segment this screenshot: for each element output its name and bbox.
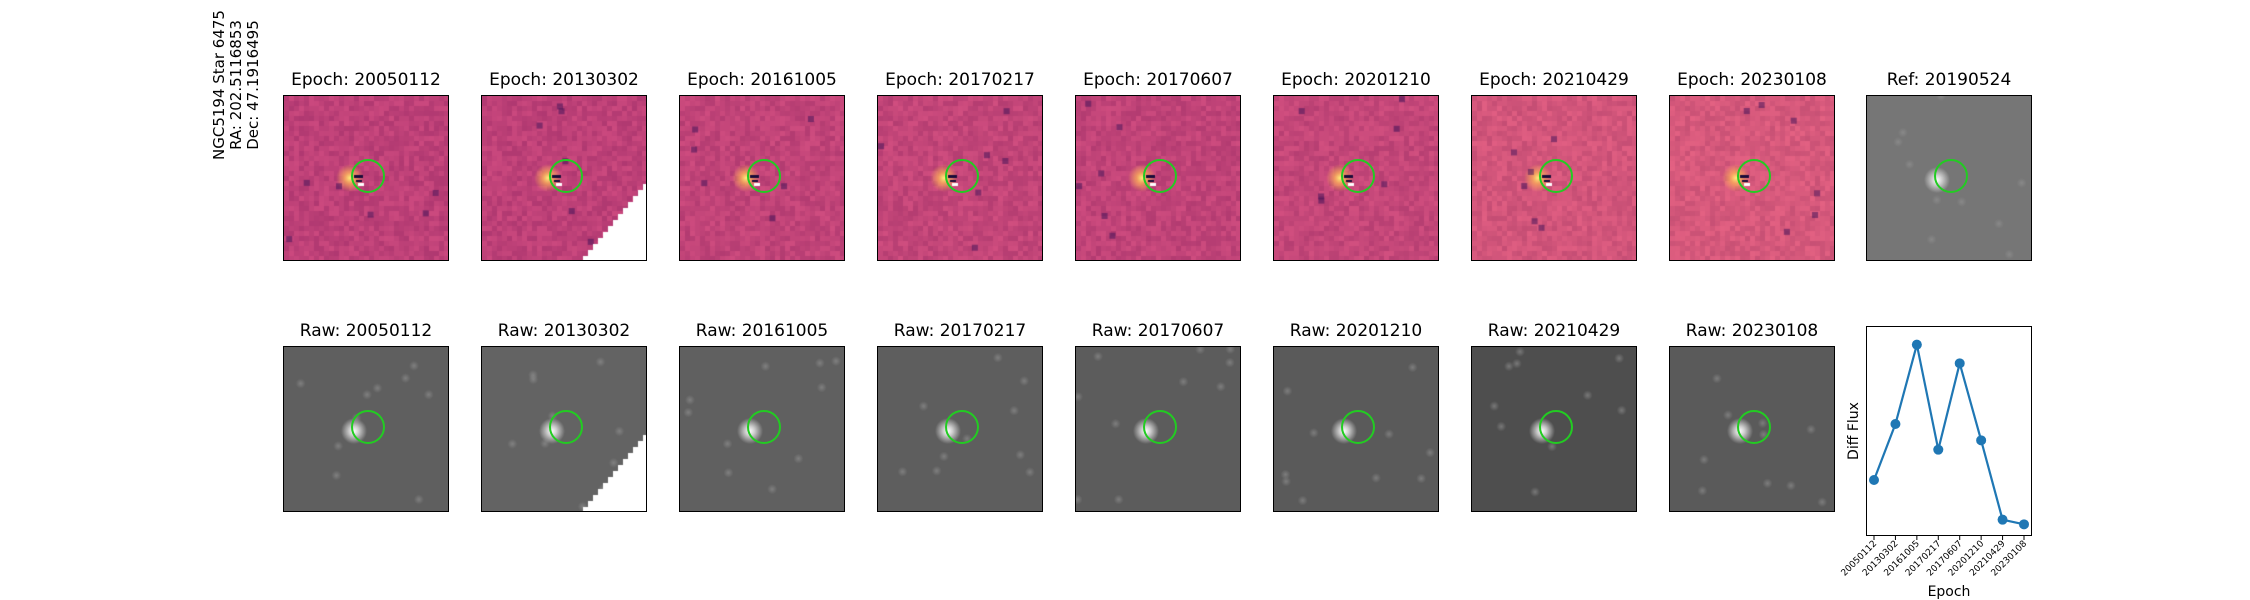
diff-flux-point <box>1869 475 1879 485</box>
diff-flux-point <box>1933 444 1944 455</box>
diff-title-5: Epoch: 20201210 <box>1281 70 1431 90</box>
side-label-dec: Dec: 47.1916495 <box>244 20 262 150</box>
diff-title-1: Epoch: 20130302 <box>489 70 639 90</box>
side-label-ra: RA: 202.5116853 <box>227 20 245 150</box>
diff-title-4: Epoch: 20170607 <box>1083 70 1233 90</box>
side-label: NGC5194 Star 6475 RA: 202.5116853 Dec: 4… <box>210 0 262 205</box>
aperture-circle <box>945 410 979 444</box>
diff-title-6: Epoch: 20210429 <box>1479 70 1629 90</box>
side-label-object: NGC5194 Star 6475 <box>210 10 228 160</box>
raw-image-4 <box>1075 346 1241 512</box>
diff-flux-point <box>1976 435 1987 446</box>
aperture-circle <box>1539 410 1573 444</box>
diff-image-3 <box>877 95 1043 261</box>
aperture-circle <box>1341 159 1375 193</box>
x-axis-label: Epoch <box>1928 584 1971 600</box>
aperture-circle <box>1143 410 1177 444</box>
diff-flux-point <box>2019 519 2029 530</box>
raw-image-6 <box>1471 346 1637 512</box>
raw-image-5 <box>1273 346 1439 512</box>
diff-image-7 <box>1669 95 1835 261</box>
aperture-circle <box>1737 159 1771 193</box>
aperture-circle <box>747 159 781 193</box>
aperture-circle <box>549 410 583 444</box>
aperture-circle <box>351 410 385 444</box>
aperture-circle <box>1737 410 1771 444</box>
raw-image-2 <box>679 346 845 512</box>
raw-title-1: Raw: 20130302 <box>497 321 631 341</box>
diff-image-1 <box>481 95 647 261</box>
diff-image-5 <box>1273 95 1439 261</box>
diff-image-2 <box>679 95 845 261</box>
diff-image-4 <box>1075 95 1241 261</box>
raw-image-3 <box>877 346 1043 512</box>
raw-title-2: Raw: 20161005 <box>695 321 829 341</box>
diff-title-3: Epoch: 20170217 <box>885 70 1035 90</box>
raw-title-5: Raw: 20201210 <box>1289 321 1423 341</box>
raw-title-4: Raw: 20170607 <box>1091 321 1225 341</box>
aperture-circle <box>945 159 979 193</box>
diff-title-0: Epoch: 20050112 <box>291 70 441 90</box>
aperture-circle <box>1934 159 1968 193</box>
diff-title-7: Epoch: 20230108 <box>1677 70 1827 90</box>
aperture-circle <box>1539 159 1573 193</box>
ref-image-8 <box>1866 95 2032 261</box>
diff-image-6 <box>1471 95 1637 261</box>
diff-flux-line <box>1872 344 2025 526</box>
diff-flux-point <box>1890 419 1901 429</box>
aperture-circle <box>549 159 583 193</box>
raw-image-1 <box>481 346 647 512</box>
aperture-circle <box>1341 410 1375 444</box>
raw-title-0: Raw: 20050112 <box>299 321 433 341</box>
aperture-circle <box>1143 159 1177 193</box>
aperture-circle <box>747 410 781 444</box>
ref-title-8: Ref: 20190524 <box>1886 70 2012 90</box>
diff-flux-point <box>1954 358 1965 369</box>
diff-flux-plot-frame <box>1866 326 2032 536</box>
raw-title-6: Raw: 20210429 <box>1487 321 1621 341</box>
diff-image-0 <box>283 95 449 261</box>
raw-image-7 <box>1669 346 1835 512</box>
diff-flux-plot: 2005011220130302201610052017021720170607… <box>1840 339 2029 600</box>
diff-title-2: Epoch: 20161005 <box>687 70 837 90</box>
diff-flux-point <box>1997 514 2008 525</box>
raw-image-0 <box>283 346 449 512</box>
y-axis-label: Diff Flux <box>1846 402 1862 460</box>
diff-flux-point <box>1911 339 1922 350</box>
raw-title-3: Raw: 20170217 <box>893 321 1027 341</box>
raw-title-7: Raw: 20230108 <box>1685 321 1819 341</box>
aperture-circle <box>351 159 385 193</box>
